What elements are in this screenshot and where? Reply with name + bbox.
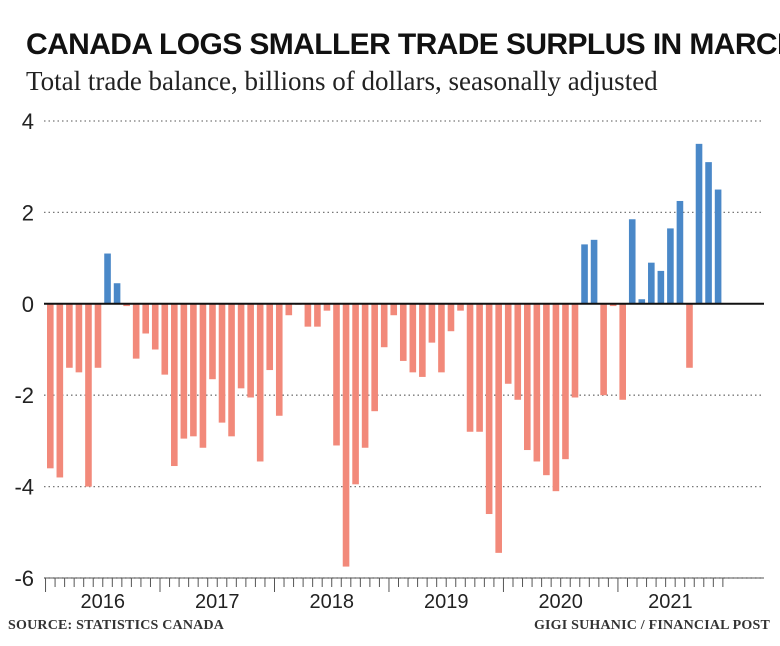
bar bbox=[552, 303, 560, 492]
bar bbox=[533, 303, 541, 462]
bar bbox=[447, 303, 455, 332]
bar bbox=[638, 299, 646, 304]
bar bbox=[161, 303, 169, 375]
bar bbox=[695, 143, 703, 304]
source-note: SOURCE: STATISTICS CANADA bbox=[8, 618, 225, 633]
bar bbox=[476, 303, 483, 432]
bar bbox=[619, 303, 626, 400]
x-year-label: 2021 bbox=[648, 591, 693, 613]
bar bbox=[352, 303, 359, 485]
bar bbox=[94, 303, 102, 368]
bar bbox=[600, 303, 607, 396]
bar bbox=[171, 303, 178, 467]
bar bbox=[609, 303, 617, 307]
bar bbox=[380, 303, 388, 348]
bar bbox=[361, 303, 369, 448]
bar bbox=[628, 219, 636, 304]
bar bbox=[247, 303, 254, 398]
y-tick-label: 4 bbox=[22, 109, 34, 134]
bar bbox=[180, 303, 188, 439]
bar bbox=[714, 189, 722, 304]
bar bbox=[581, 244, 588, 304]
x-year-label: 2020 bbox=[538, 591, 583, 613]
y-tick-label: -2 bbox=[14, 383, 34, 408]
bar bbox=[495, 303, 502, 553]
bar bbox=[409, 303, 417, 373]
bar bbox=[314, 303, 321, 327]
bar bbox=[562, 303, 569, 460]
bar bbox=[504, 303, 512, 384]
bar bbox=[390, 303, 398, 316]
y-tick-label: -4 bbox=[14, 475, 34, 500]
bar bbox=[47, 303, 54, 469]
bar bbox=[657, 270, 665, 304]
bar bbox=[256, 303, 264, 462]
x-year-label: 2017 bbox=[195, 591, 240, 613]
x-year-label: 2018 bbox=[309, 591, 354, 613]
bar bbox=[56, 303, 64, 478]
x-axis: 2016 2017 2018 2019 2020 2021 bbox=[44, 577, 764, 613]
bar bbox=[218, 303, 226, 423]
bar bbox=[209, 303, 216, 380]
y-tick-label: -6 bbox=[14, 566, 34, 591]
bar bbox=[66, 303, 73, 368]
bar bbox=[514, 303, 522, 400]
bar bbox=[304, 303, 312, 327]
bar bbox=[275, 303, 283, 416]
y-tick-label: 2 bbox=[22, 200, 34, 225]
chart-subtitle: Total trade balance, billions of dollars… bbox=[26, 66, 658, 96]
y-tick-label: 0 bbox=[22, 292, 34, 317]
bar bbox=[190, 303, 197, 437]
bar bbox=[485, 303, 493, 515]
bar bbox=[590, 239, 598, 304]
bar bbox=[676, 200, 684, 304]
bar bbox=[667, 228, 674, 304]
credit-note: GIGI SUHANIC / FINANCIAL POST bbox=[533, 618, 770, 633]
bar bbox=[228, 303, 235, 437]
bar bbox=[333, 303, 340, 446]
bar bbox=[524, 303, 531, 451]
bar bbox=[686, 303, 693, 368]
bar bbox=[457, 303, 464, 311]
x-year-label: 2019 bbox=[424, 591, 469, 613]
bar bbox=[428, 303, 436, 343]
bar bbox=[237, 303, 245, 389]
bar bbox=[543, 303, 550, 476]
bar bbox=[323, 303, 331, 311]
bar bbox=[648, 262, 655, 304]
bar bbox=[132, 303, 140, 359]
bar bbox=[85, 303, 92, 487]
bar bbox=[123, 303, 130, 307]
x-year-label: 2016 bbox=[81, 591, 126, 613]
bar bbox=[466, 303, 474, 432]
bar bbox=[438, 303, 445, 373]
bar bbox=[285, 303, 293, 316]
y-axis-ticks: 4 2 0 -2 -4 -6 bbox=[14, 109, 34, 591]
chart-title: CANADA LOGS SMALLER TRADE SURPLUS IN MAR… bbox=[26, 28, 780, 61]
bar bbox=[705, 162, 712, 304]
bar bbox=[571, 303, 579, 398]
bar bbox=[113, 283, 121, 304]
bars bbox=[47, 143, 722, 567]
bar bbox=[342, 303, 350, 567]
bar bbox=[266, 303, 274, 371]
bar bbox=[142, 303, 149, 334]
bar bbox=[151, 303, 159, 350]
bar bbox=[75, 303, 83, 373]
bar bbox=[371, 303, 378, 412]
bar bbox=[419, 303, 426, 377]
bar bbox=[104, 253, 111, 304]
bar bbox=[199, 303, 207, 448]
bar bbox=[399, 303, 407, 361]
